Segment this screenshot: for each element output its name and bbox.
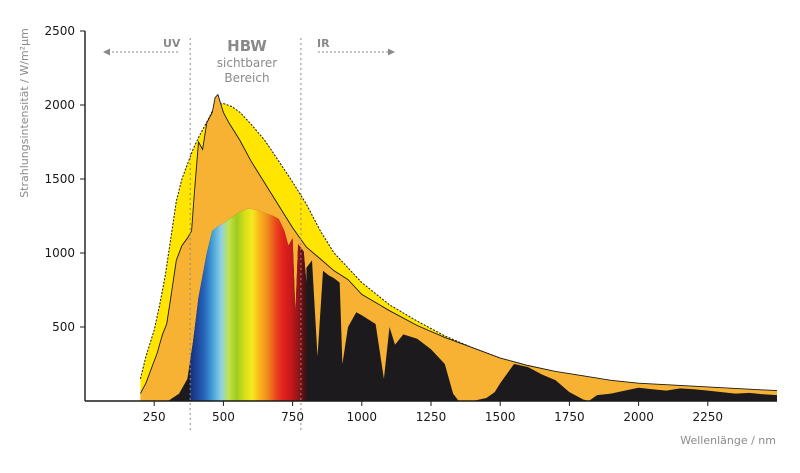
y-axis-title: Strahlungsintensität / W/m²µm xyxy=(18,28,31,198)
x-tick-label-7: 2000 xyxy=(623,410,654,424)
x-tick-label-3: 1000 xyxy=(347,410,378,424)
x-tick-label-4: 1250 xyxy=(416,410,447,424)
x-tick-label-2: 750 xyxy=(281,410,304,424)
y-tick-label-2: 1500 xyxy=(44,172,75,186)
visible-spectrum-band xyxy=(190,208,307,401)
x-tick-label-0: 250 xyxy=(143,410,166,424)
series-area-3 xyxy=(306,260,777,401)
visible-subtitle-1: sichtbarer xyxy=(217,56,278,70)
ir-arrow-head-icon xyxy=(388,48,395,56)
x-tick-label-6: 1750 xyxy=(554,410,585,424)
uv-label: UV xyxy=(163,37,181,50)
ir-annotation: IR xyxy=(317,37,395,56)
uv-annotation: UV xyxy=(103,37,181,56)
series-areas xyxy=(139,93,778,401)
visible-title: HBW xyxy=(227,37,267,55)
x-axis-title: Wellenlänge / nm xyxy=(680,434,776,447)
y-tick-label-3: 2000 xyxy=(44,98,75,112)
y-tick-label-4: 2500 xyxy=(44,24,75,38)
x-tick-label-1: 500 xyxy=(212,410,235,424)
y-tick-label-0: 500 xyxy=(52,320,75,334)
visible-subtitle-2: Bereich xyxy=(224,71,269,85)
x-tick-label-8: 2250 xyxy=(693,410,724,424)
uv-arrow-head-icon xyxy=(103,48,110,56)
y-axis-ticks: 500 1000 1500 2000 2500 xyxy=(44,24,85,334)
ir-label: IR xyxy=(317,37,330,50)
y-tick-label-1: 1000 xyxy=(44,246,75,260)
visible-range-annotation: HBW sichtbarer Bereich xyxy=(217,37,278,85)
series-line-0 xyxy=(139,102,778,393)
x-tick-label-5: 1500 xyxy=(485,410,516,424)
series-line-1 xyxy=(140,93,778,394)
x-axis-ticks: 250 500 750 1000 1250 1500 1750 2000 2250 xyxy=(143,401,723,424)
